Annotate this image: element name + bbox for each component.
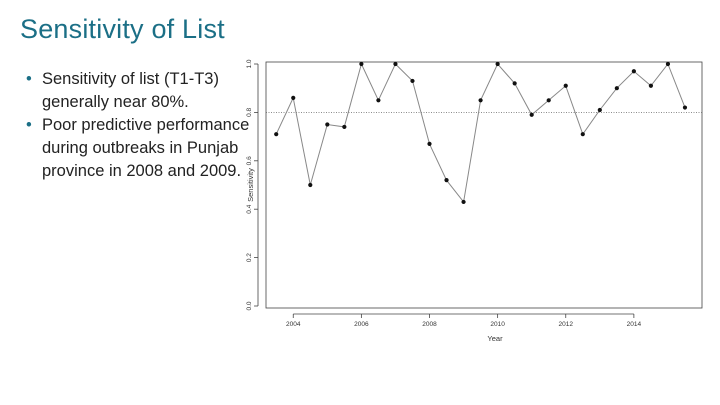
bullet-sensitivity: Sensitivity of list (T1-T3) generally ne… [24,68,250,114]
data-point [478,98,483,103]
slide-title: Sensitivity of List [20,14,225,44]
data-point [580,132,585,137]
y-axis-label: Sensitivity [246,168,255,202]
x-axis-label: Year [487,334,503,343]
data-point [410,78,415,84]
x-tick-label: 2010 [490,321,505,328]
y-tick-label: 0.6 [246,156,253,165]
y-tick-label: 1.0 [246,59,253,68]
data-point [682,105,688,110]
x-tick-label: 2004 [286,321,301,328]
data-point [342,124,347,130]
y-tick-label: 0.2 [246,253,253,262]
data-point [376,98,381,103]
data-point [444,178,449,183]
chart-axes: 0.0 0.2 0.4 0.6 0.8 1.0 2004 2006 2008 2010 2012 20… [246,59,703,328]
series-group [274,61,688,205]
bullet-list: Sensitivity of list (T1-T3) generally ne… [24,68,250,183]
data-point [614,86,619,91]
data-point [648,83,654,88]
data-point [546,98,551,103]
x-tick-label: 2012 [559,321,574,328]
data-point [631,69,636,74]
y-tick-label: 0.4 [246,204,253,213]
x-tick-label: 2014 [627,321,642,328]
data-point [665,61,671,67]
data-point [597,107,602,113]
x-tick-label: 2006 [354,321,369,328]
data-point [495,61,500,67]
y-tick-label: 0.0 [246,301,253,310]
data-point [563,83,568,88]
data-point [461,199,466,205]
data-point [325,122,330,127]
bullet-poor-performance: Poor predictive performance during outbr… [24,114,250,183]
data-point [529,112,534,117]
series-line [275,62,686,204]
data-point [274,132,279,137]
y-tick-label: 0.8 [246,108,253,117]
sensitivity-chart: 0.0 0.2 0.4 0.6 0.8 1.0 2004 2006 2008 2010 2012 20… [246,59,703,343]
x-tick-label: 2008 [422,321,437,328]
data-point [512,81,517,86]
plot-frame [265,61,703,309]
data-point [427,141,432,146]
data-point [393,61,398,67]
data-point [359,61,364,67]
data-point [291,95,296,100]
data-point [308,182,313,188]
